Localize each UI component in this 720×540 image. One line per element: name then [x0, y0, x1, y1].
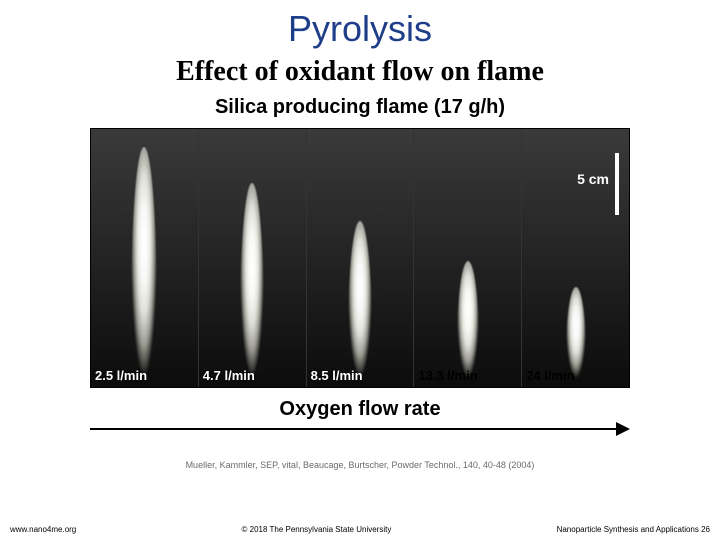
panel-flowrate-label: 2.5 l/min	[95, 368, 147, 383]
arrow-head-icon	[616, 422, 630, 436]
figure-title: Silica producing flame (17 g/h)	[0, 96, 720, 119]
slide-title: Pyrolysis	[0, 8, 720, 50]
panel-flowrate-label: 13.3 l/min	[418, 368, 477, 383]
x-axis-arrow	[90, 422, 630, 436]
flame-panel: 8.5 l/min	[307, 129, 415, 387]
footer: www.nano4me.org © 2018 The Pennsylvania …	[0, 525, 720, 534]
flame-panel: 13.3 l/min	[414, 129, 522, 387]
scale-bar	[615, 153, 619, 215]
panel-flowrate-label: 4.7 l/min	[203, 368, 255, 383]
flame-figure: 2.5 l/min 4.7 l/min 8.5 l/min 13.3 l/min 24 …	[90, 128, 630, 388]
footer-right: Nanoparticle Synthesis and Applications …	[557, 525, 710, 534]
panel-flowrate-label: 24 l/min	[526, 368, 574, 383]
x-axis-label: Oxygen flow rate	[0, 398, 720, 421]
panel-flowrate-label: 8.5 l/min	[311, 368, 363, 383]
slide-subtitle: Effect of oxidant flow on flame	[0, 56, 720, 88]
flame-panel: 2.5 l/min	[91, 129, 199, 387]
scale-bar-label: 5 cm	[577, 171, 609, 187]
footer-center: © 2018 The Pennsylvania State University	[242, 525, 392, 534]
flame-panel: 24 l/min 5 cm	[522, 129, 629, 387]
arrow-line	[90, 428, 620, 430]
flame-panels: 2.5 l/min 4.7 l/min 8.5 l/min 13.3 l/min 24 …	[91, 129, 629, 387]
footer-left: www.nano4me.org	[10, 525, 76, 534]
flame-panel: 4.7 l/min	[199, 129, 307, 387]
slide: Pyrolysis Effect of oxidant flow on flam…	[0, 0, 720, 540]
citation-text: Mueller, Kammler, SEP, vital, Beaucage, …	[0, 460, 720, 470]
